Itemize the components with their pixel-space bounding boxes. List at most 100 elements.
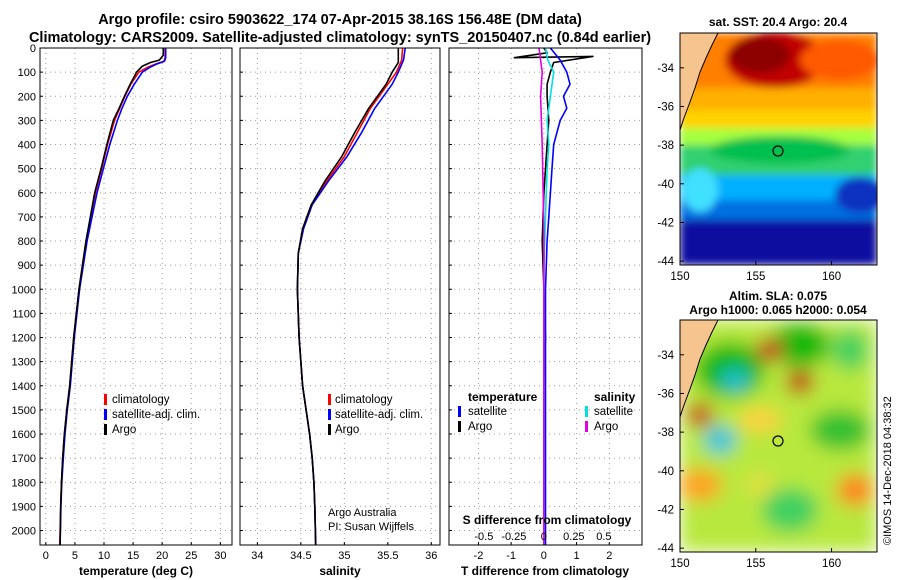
lat-tick-label: -42 xyxy=(657,217,674,229)
sla-map-frame xyxy=(679,319,878,553)
lat-tick-label: -36 xyxy=(657,388,674,400)
s-difference-tick-label: 0.25 xyxy=(563,531,584,543)
temperature-xlabel: temperature (deg C) xyxy=(79,564,193,578)
legend-swatch-t-argo xyxy=(458,421,461,432)
temperature-panel: 0100200300400500600700800900100011001200… xyxy=(12,43,233,578)
sst-map-frame xyxy=(679,32,878,266)
temperature-axes-frame xyxy=(39,47,233,546)
institution-annotation: Argo Australia xyxy=(328,507,397,519)
sst-field xyxy=(680,33,877,265)
x-tick-label: 2 xyxy=(606,550,612,562)
s-difference-tick-label: -0.25 xyxy=(501,531,526,543)
sst-map-title: sat. SST: 20.4 Argo: 20.4 xyxy=(709,15,848,29)
legend-swatch-satellite xyxy=(104,409,107,420)
series-line-temperature-argo xyxy=(513,48,594,545)
depth-tick-label: 1700 xyxy=(12,453,36,465)
lon-tick-label: 160 xyxy=(822,271,841,283)
salinity-tick-labels: 34 34.5 35 35.5 36 xyxy=(251,550,437,562)
depth-tick-label: 100 xyxy=(18,67,36,79)
salinity-grid xyxy=(240,47,440,545)
x-tick-label: 20 xyxy=(156,550,168,562)
lat-tick-label: -36 xyxy=(657,101,674,113)
x-tick-label: 30 xyxy=(214,550,226,562)
legend-title-temperature: temperature xyxy=(468,390,538,404)
legend-label-t-satellite: satellite xyxy=(468,406,507,418)
credit-timestamp: ©IMOS 14-Dec-2018 04:38:32 xyxy=(882,396,894,545)
depth-tick-label: 1200 xyxy=(12,333,36,345)
legend-label-s-argo: Argo xyxy=(594,421,618,433)
sst-land-mask xyxy=(680,33,719,131)
series-line-argo xyxy=(59,48,165,545)
legend-label-climatology: climatology xyxy=(112,394,170,406)
depth-tick-label: 700 xyxy=(18,212,36,224)
lat-tick-label: -34 xyxy=(657,350,674,362)
sla-argo-position-marker xyxy=(772,435,784,447)
sst-map-ticks: 150 155 160 -34 -36 -38 -40 -42 -44 xyxy=(657,63,841,283)
depth-tick-labels: 0 100 200 300 400 500 600 700 800 900 1000 1100 1200… xyxy=(12,43,36,538)
temperature-tick-labels: 0 5 10 15 20 25 30 xyxy=(43,550,227,562)
legend-label-s-satellite: satellite xyxy=(594,406,633,418)
s-difference-label: S difference from climatology xyxy=(463,513,632,527)
legend-title-salinity: salinity xyxy=(594,390,636,404)
series-line-temperature-satellite xyxy=(544,48,571,545)
sst-argo-position-marker xyxy=(772,145,784,157)
x-tick-label: 0 xyxy=(43,550,49,562)
x-tick-label: 34.5 xyxy=(290,550,311,562)
sla-map: 150 155 160 -34 -36 -38 -40 -42 -44 xyxy=(657,319,878,570)
lat-tick-label: -38 xyxy=(657,427,674,439)
legend-swatch-satellite xyxy=(328,409,331,420)
difference-axes-frame xyxy=(448,47,643,546)
legend-swatch-climatology xyxy=(328,394,331,405)
depth-tick-label: 0 xyxy=(30,43,36,55)
depth-tick-label: 1600 xyxy=(12,429,36,441)
difference-legend: temperature satellite Argo salinity sate… xyxy=(458,390,636,433)
depth-tick-label: 200 xyxy=(18,91,36,103)
x-tick-label: -1 xyxy=(506,550,516,562)
sla-map-title-line2: Argo h1000: 0.065 h2000: 0.054 xyxy=(689,303,867,317)
sla-map-ticks: 150 155 160 -34 -36 -38 -40 -42 -44 xyxy=(657,350,841,570)
x-tick-label: 1 xyxy=(574,550,580,562)
legend-swatch-s-argo xyxy=(585,421,588,432)
difference-series xyxy=(513,48,594,545)
lat-tick-label: -42 xyxy=(657,504,674,516)
temperature-series xyxy=(59,48,167,545)
figure-title-line2: Climatology: CARS2009. Satellite-adjuste… xyxy=(29,30,651,46)
difference-panel: -2 -1 0 1 2 T difference from climatology S … xyxy=(448,47,643,578)
legend-swatch-t-satellite xyxy=(458,406,461,417)
t-difference-xlabel: T difference from climatology xyxy=(461,564,629,578)
pi-annotation: PI: Susan Wijffels xyxy=(328,521,414,533)
legend-label-satellite: satellite-adj. clim. xyxy=(112,409,200,421)
legend-swatch-s-satellite xyxy=(585,406,588,417)
legend-label-t-argo: Argo xyxy=(468,421,492,433)
depth-tick-label: 1100 xyxy=(12,308,36,320)
x-tick-label: 0 xyxy=(541,550,547,562)
temperature-legend: climatology satellite-adj. clim. Argo xyxy=(104,394,200,436)
series-line-salinity-argo xyxy=(538,48,545,545)
depth-tick-label: 300 xyxy=(18,115,36,127)
lat-tick-label: -34 xyxy=(657,63,674,75)
depth-tick-label: 500 xyxy=(18,164,36,176)
x-tick-label: 15 xyxy=(127,550,139,562)
depth-tick-label: 1800 xyxy=(12,477,36,489)
depth-tick-label: 800 xyxy=(18,236,36,248)
salinity-series xyxy=(296,48,406,545)
lon-tick-label: 155 xyxy=(746,271,765,283)
depth-tick-label: 1400 xyxy=(12,381,36,393)
salinity-xlabel: salinity xyxy=(319,564,361,578)
lat-tick-label: -38 xyxy=(657,140,674,152)
sst-map: 150 155 160 -34 -36 -38 -40 -42 -44 xyxy=(657,32,878,283)
figure-title-line1: Argo profile: csiro 5903622_174 07-Apr-2… xyxy=(98,12,582,28)
series-line-argo xyxy=(296,48,400,545)
lon-tick-label: 150 xyxy=(670,271,689,283)
lon-tick-label: 160 xyxy=(822,558,841,570)
temperature-grid xyxy=(40,47,232,545)
sla-land-mask xyxy=(680,320,719,418)
lon-tick-label: 150 xyxy=(670,558,689,570)
lat-tick-label: -44 xyxy=(657,256,674,268)
depth-tick-label: 1500 xyxy=(12,405,36,417)
legend-label-argo: Argo xyxy=(112,424,136,436)
x-tick-label: 36 xyxy=(425,550,437,562)
legend-swatch-argo xyxy=(104,424,107,435)
legend-label-satellite: satellite-adj. clim. xyxy=(335,409,423,421)
